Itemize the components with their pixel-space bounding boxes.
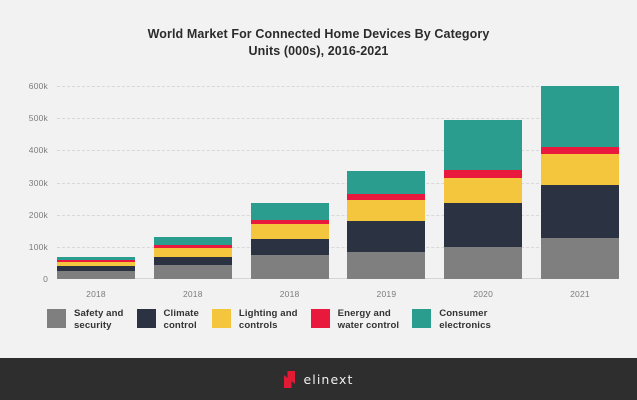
bar-segment[interactable]	[250, 203, 329, 220]
bar-group[interactable]: 2020	[444, 86, 523, 299]
legend-label: Safety and security	[74, 308, 124, 331]
legend-label: Lighting and controls	[238, 308, 298, 331]
brand: elinext	[283, 370, 354, 388]
legend-item[interactable]: Safety and security	[47, 308, 124, 331]
bar-segment[interactable]	[153, 237, 232, 245]
bar-group[interactable]: 2019	[347, 86, 426, 299]
bar-segment[interactable]	[57, 262, 135, 267]
bar-group[interactable]: 2021	[540, 86, 619, 299]
y-axis-tick-label: 400k	[28, 145, 48, 156]
bar-group[interactable]: 2018	[153, 86, 232, 299]
legend-label: Energy and water control	[337, 308, 400, 331]
y-axis-tick-label: 100k	[28, 241, 48, 252]
bar-group[interactable]: 2018	[57, 86, 135, 299]
bar-segment[interactable]	[540, 237, 619, 279]
legend-item[interactable]: Climate control	[136, 308, 199, 331]
bar-segment[interactable]	[153, 256, 232, 265]
bar-segment[interactable]	[153, 248, 232, 257]
bar-segment[interactable]	[153, 244, 232, 249]
gridline	[57, 246, 619, 248]
chart-title: World Market For Connected Home Devices …	[0, 26, 637, 60]
bar-segment[interactable]	[57, 266, 135, 271]
bar-segment[interactable]	[540, 86, 619, 147]
legend-label: Consumer electronics	[439, 308, 491, 331]
gridline	[57, 214, 619, 216]
bar-group[interactable]: 2018	[250, 86, 329, 299]
y-axis-tick-label: 0	[43, 274, 48, 284]
legend-swatch	[412, 309, 432, 328]
bar-segment[interactable]	[540, 154, 619, 185]
y-axis-tick-label: 600k	[28, 81, 48, 91]
bar-segment[interactable]	[250, 254, 329, 279]
bar-segment[interactable]	[57, 270, 135, 279]
bar-segment[interactable]	[444, 203, 523, 247]
legend-swatch	[211, 309, 231, 328]
x-axis-tick-label: 2018	[279, 289, 300, 299]
legend-label: Climate control	[163, 308, 199, 331]
bar-segment[interactable]	[57, 259, 135, 263]
bar-segment[interactable]	[444, 169, 523, 178]
chart-title-line-2: Units (000s), 2016-2021	[248, 44, 389, 58]
x-axis-tick-label: 2021	[570, 289, 590, 299]
legend-item[interactable]: Consumer electronics	[412, 308, 491, 331]
bar-segment[interactable]	[347, 171, 426, 194]
gridline	[57, 86, 619, 87]
plot-area: 600k 500k 400k 300k 200k 100k 0 2018 2018 2018 20…	[29, 81, 619, 299]
bar-segment[interactable]	[347, 200, 426, 222]
x-axis-tick-label: 2018	[182, 289, 203, 299]
chart-legend: Safety and security Climate control Lighti…	[47, 308, 607, 331]
gridline	[57, 182, 619, 184]
bar-segment[interactable]	[540, 146, 619, 155]
brand-name: elinext	[303, 371, 354, 387]
bar-segment[interactable]	[57, 256, 135, 260]
x-axis-tick-label: 2019	[376, 289, 397, 299]
x-axis-tick-label: 2018	[86, 289, 106, 299]
y-axis-tick-label: 300k	[28, 177, 48, 188]
bar-segment[interactable]	[153, 264, 232, 279]
bar-segment[interactable]	[444, 119, 523, 170]
bar-segment[interactable]	[347, 251, 426, 279]
legend-item[interactable]: Energy and water control	[310, 308, 400, 331]
legend-swatch	[310, 309, 330, 328]
legend-swatch	[136, 309, 156, 328]
y-axis-tick-label: 200k	[28, 209, 48, 220]
chart-title-line-1: World Market For Connected Home Devices …	[147, 27, 490, 41]
bar-segment[interactable]	[347, 221, 426, 252]
bar-segment[interactable]	[540, 184, 619, 238]
bar-segment[interactable]	[250, 219, 329, 225]
chart-card: World Market For Connected Home Devices …	[0, 26, 637, 331]
bar-segment[interactable]	[444, 246, 523, 279]
bar-series-container: 2018 2018 2018 2019 2020 2021	[57, 86, 619, 299]
legend-item[interactable]: Lighting and controls	[211, 308, 298, 331]
bar-segment[interactable]	[444, 177, 523, 204]
bar-segment[interactable]	[250, 224, 329, 239]
y-axis-tick-label: 500k	[28, 113, 48, 124]
axis-baseline	[57, 278, 619, 279]
gridline	[57, 118, 619, 120]
legend-swatch	[47, 309, 66, 328]
bar-segment[interactable]	[347, 193, 426, 201]
bar-segment[interactable]	[250, 238, 329, 255]
x-axis-tick-label: 2020	[473, 289, 494, 299]
elinext-logo-mark-icon	[284, 370, 296, 388]
footer-bar: elinext	[0, 358, 637, 400]
gridline	[57, 150, 619, 152]
